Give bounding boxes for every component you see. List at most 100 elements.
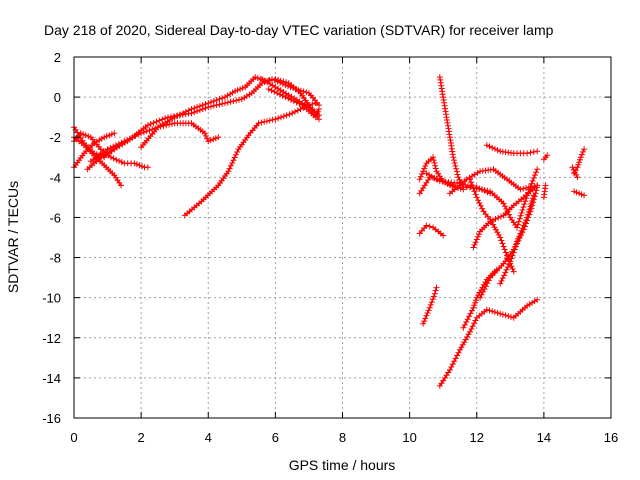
data-point (486, 143, 493, 150)
data-point (110, 155, 117, 162)
data-point (146, 127, 153, 134)
series-line (184, 102, 316, 216)
y-tick-label: -4 (49, 170, 61, 185)
data-point (528, 205, 535, 212)
data-point (468, 179, 475, 186)
data-point (491, 224, 498, 231)
data-point (472, 191, 479, 198)
data-point (177, 111, 184, 118)
y-tick-label: -16 (42, 411, 61, 426)
data-point (292, 108, 298, 115)
data-point (252, 74, 259, 81)
data-point (498, 237, 505, 244)
x-tick-label: 8 (339, 430, 346, 445)
data-point (527, 208, 534, 215)
data-point (479, 284, 486, 291)
data-point (219, 100, 226, 107)
series-4 (87, 120, 222, 165)
data-point (269, 76, 275, 83)
data-point (234, 149, 241, 155)
data-point (421, 165, 428, 172)
data-point (514, 240, 520, 247)
series-13 (423, 166, 541, 231)
data-point (532, 190, 539, 197)
data-point (279, 92, 286, 99)
data-point (203, 132, 209, 139)
data-point (577, 154, 584, 161)
data-point (544, 152, 551, 159)
data-point (147, 121, 154, 127)
data-point (542, 182, 549, 189)
data-point (494, 147, 501, 154)
data-point (493, 266, 500, 273)
y-tick-label: -6 (49, 210, 61, 225)
data-point (429, 296, 436, 303)
data-point (422, 315, 429, 322)
data-point (199, 102, 206, 109)
data-point (489, 144, 496, 151)
data-point (580, 148, 586, 155)
data-point (446, 182, 453, 189)
data-point (431, 290, 438, 297)
data-point (501, 272, 507, 279)
data-point (529, 177, 536, 184)
data-point (524, 150, 531, 157)
data-point (290, 98, 297, 105)
data-point (470, 185, 477, 192)
data-point (226, 165, 233, 172)
data-point (478, 186, 485, 193)
data-point (474, 233, 481, 240)
data-point (427, 301, 434, 308)
data-point (455, 349, 462, 356)
data-point (475, 292, 482, 299)
data-point (191, 105, 198, 112)
data-point (581, 146, 588, 153)
data-point (530, 148, 537, 155)
data-point (300, 104, 307, 111)
chart-title: Day 218 of 2020, Sidereal Day-to-day VTE… (44, 22, 554, 38)
data-point (416, 176, 423, 183)
data-point (521, 223, 528, 230)
data-point (271, 88, 278, 95)
data-point (508, 255, 515, 262)
y-tick-label: -12 (42, 331, 61, 346)
data-point (524, 217, 531, 224)
data-point (525, 184, 532, 191)
data-point (476, 185, 482, 192)
data-point (296, 100, 303, 107)
data-point (471, 188, 478, 195)
data-point (289, 110, 296, 117)
data-point (219, 95, 226, 102)
data-point (495, 231, 502, 238)
data-point (514, 224, 520, 231)
data-point (420, 320, 427, 327)
data-point (528, 183, 535, 190)
data-point (581, 192, 588, 199)
data-point (534, 148, 541, 155)
data-point (464, 333, 471, 340)
data-point (118, 182, 124, 189)
series-9 (181, 100, 319, 219)
data-point (476, 231, 482, 238)
data-point (483, 142, 490, 149)
data-point (503, 266, 510, 273)
data-point (440, 232, 447, 239)
data-point (501, 203, 508, 210)
data-point (510, 249, 517, 256)
data-point (449, 183, 456, 190)
data-point (491, 309, 498, 316)
data-point (515, 218, 522, 225)
series-25 (540, 152, 551, 163)
data-point (272, 116, 279, 123)
data-point (426, 304, 433, 311)
data-point (216, 101, 223, 108)
data-point (282, 82, 289, 89)
series-line (73, 136, 122, 186)
data-point (275, 76, 282, 83)
data-point (520, 204, 527, 211)
data-point (229, 160, 236, 166)
data-point (91, 150, 98, 157)
data-point (494, 229, 501, 236)
data-point (231, 154, 238, 161)
